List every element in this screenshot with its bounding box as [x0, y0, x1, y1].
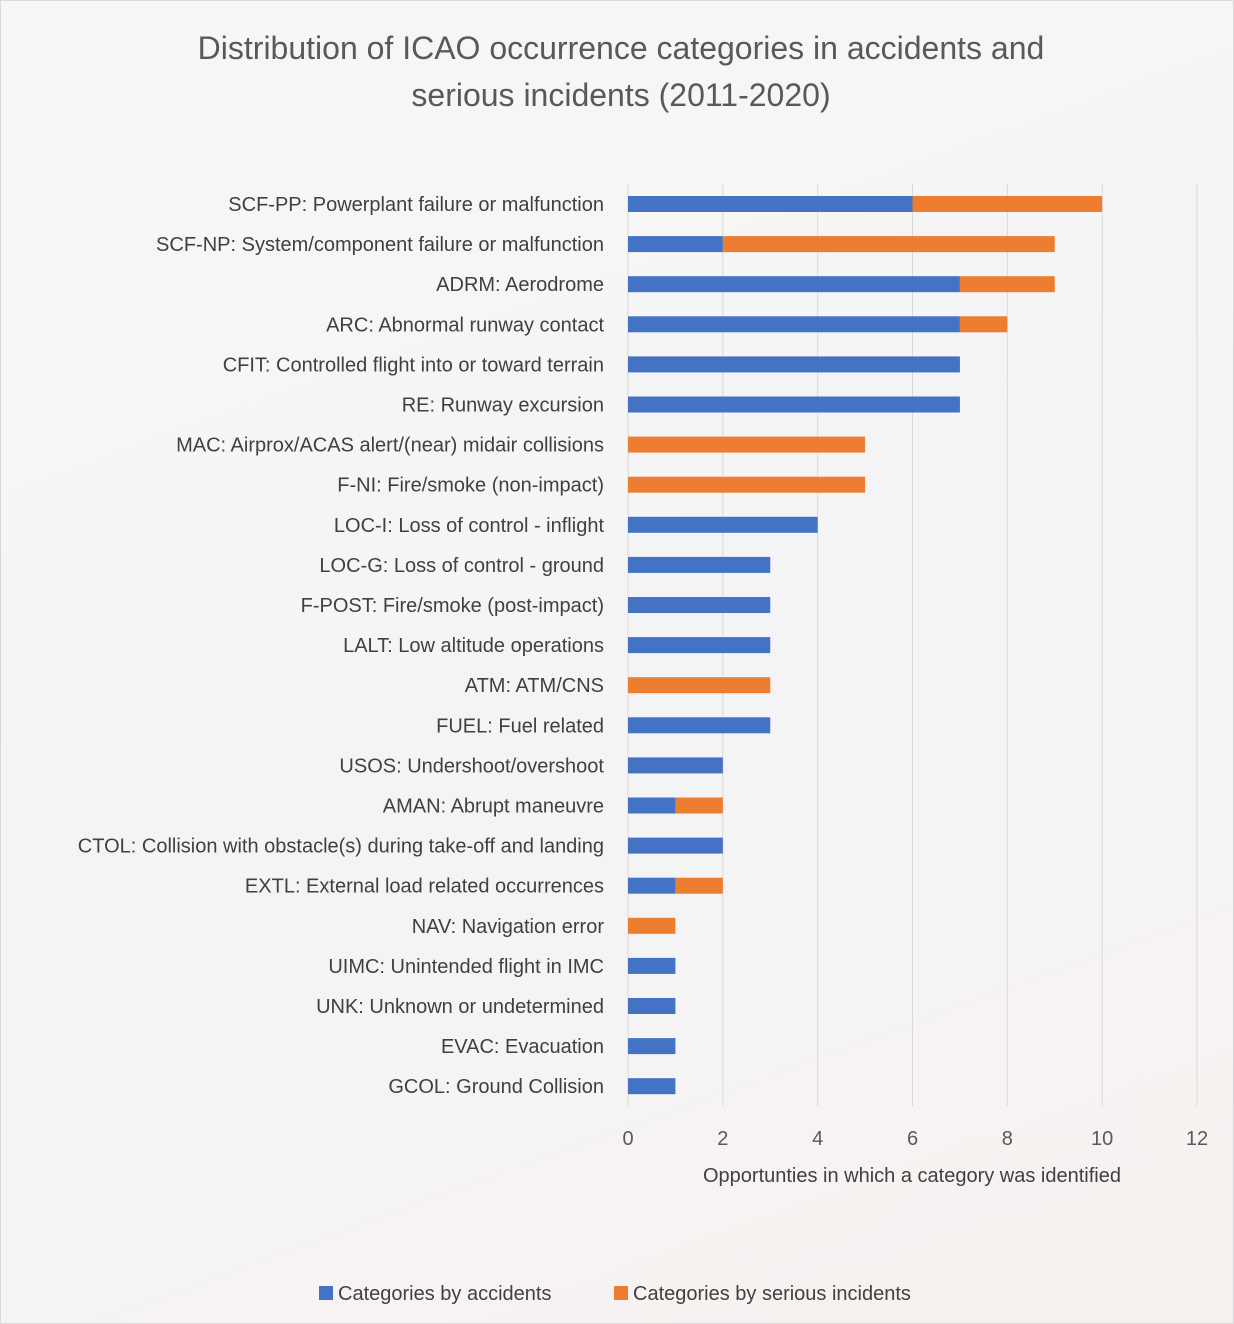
bar-serious-incidents [959, 316, 1008, 333]
bar-accidents [628, 396, 960, 413]
bar-accidents [628, 1078, 676, 1095]
x-tick-label: 4 [812, 1128, 823, 1150]
category-label: USOS: Undershoot/overshoot [339, 755, 604, 777]
category-label: UIMC: Unintended flight in IMC [328, 956, 604, 978]
category-label: NAV: Navigation error [412, 916, 605, 938]
category-label: ATM: ATM/CNS [465, 675, 604, 697]
bar-accidents [628, 356, 960, 373]
category-label: UNK: Unknown or undetermined [316, 996, 604, 1018]
category-label: SCF-PP: Powerplant failure or malfunctio… [228, 194, 604, 216]
bar-accidents [628, 316, 960, 333]
bar-accidents [628, 717, 771, 734]
category-label: ARC: Abnormal runway contact [326, 314, 604, 336]
x-tick-label: 10 [1091, 1128, 1113, 1150]
bar-serious-incidents [722, 236, 1055, 253]
bar-serious-incidents [912, 196, 1103, 212]
bar-accidents [628, 757, 723, 774]
bar-accidents [628, 998, 676, 1014]
category-label: SCF-NP: System/component failure or malf… [156, 234, 604, 256]
category-label: F-POST: Fire/smoke (post-impact) [301, 595, 604, 617]
chart-title-line: Distribution of ICAO occurrence categori… [198, 30, 1045, 66]
x-tick-label: 0 [622, 1128, 633, 1150]
category-label: LOC-G: Loss of control - ground [319, 555, 604, 577]
category-label: AMAN: Abrupt maneuvre [383, 796, 604, 818]
bar-accidents [628, 556, 771, 573]
bar-accidents [628, 837, 723, 854]
legend-swatch [614, 1286, 628, 1300]
bar-serious-incidents [675, 877, 723, 894]
bar-accidents [628, 877, 676, 894]
category-label: GCOL: Ground Collision [388, 1076, 604, 1098]
bar-accidents [628, 196, 913, 212]
bar-accidents [628, 797, 676, 814]
category-label: RE: Runway excursion [402, 395, 604, 417]
x-tick-label: 6 [907, 1128, 918, 1150]
legend-label: Categories by serious incidents [633, 1283, 911, 1305]
chart-title-line: serious incidents (2011-2020) [411, 77, 830, 113]
bar-accidents [628, 516, 818, 533]
category-label: EVAC: Evacuation [441, 1036, 604, 1058]
x-tick-label: 2 [717, 1128, 728, 1150]
x-axis-title: Opportunties in which a category was ide… [703, 1165, 1121, 1187]
bar-serious-incidents [628, 476, 866, 493]
category-label: MAC: Airprox/ACAS alert/(near) midair co… [176, 435, 604, 457]
legend-swatch [319, 1286, 333, 1300]
category-label: LALT: Low altitude operations [343, 635, 604, 657]
x-tick-label: 12 [1186, 1128, 1208, 1150]
bar-serious-incidents [628, 917, 676, 934]
category-label: CFIT: Controlled flight into or toward t… [223, 354, 604, 376]
category-label: EXTL: External load related occurrences [245, 876, 604, 898]
category-label: LOC-I: Loss of control - inflight [334, 515, 605, 537]
bar-serious-incidents [628, 677, 771, 694]
bar-accidents [628, 236, 723, 253]
category-label: FUEL: Fuel related [436, 715, 604, 737]
category-label: ADRM: Aerodrome [436, 274, 604, 296]
category-label: F-NI: Fire/smoke (non-impact) [337, 475, 604, 497]
bar-serious-incidents [628, 436, 866, 453]
legend-label: Categories by accidents [338, 1283, 551, 1305]
x-tick-label: 8 [1002, 1128, 1013, 1150]
bar-accidents [628, 1038, 676, 1055]
bar-serious-incidents [959, 276, 1055, 293]
category-label: CTOL: Collision with obstacle(s) during … [78, 836, 604, 858]
bar-accidents [628, 957, 676, 974]
bar-accidents [628, 276, 960, 293]
bar-accidents [628, 597, 771, 613]
bar-serious-incidents [675, 797, 723, 814]
bar-accidents [628, 637, 771, 654]
